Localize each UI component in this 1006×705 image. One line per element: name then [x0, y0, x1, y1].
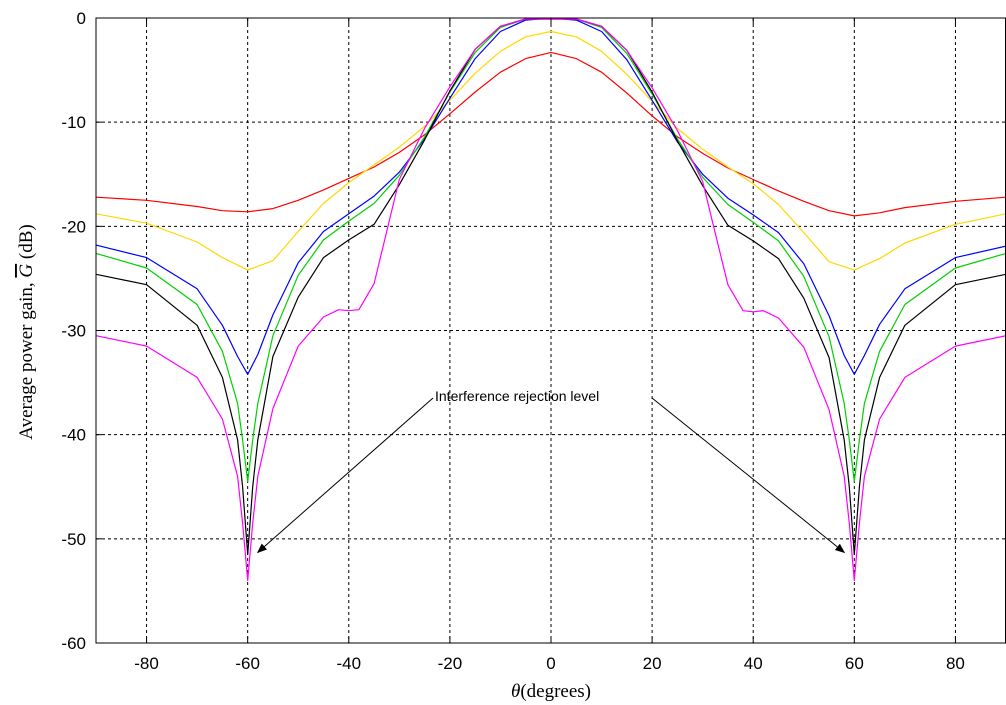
- y-tick-label: -50: [61, 530, 86, 549]
- x-axis-symbol: θ: [511, 681, 520, 702]
- x-tick-label: 40: [744, 654, 763, 673]
- annotation-arrow: [256, 397, 434, 554]
- x-tick-label: 80: [946, 654, 965, 673]
- x-tick-label: 0: [546, 654, 555, 673]
- series-line: [95, 18, 1006, 483]
- x-axis-unit: (degrees): [520, 681, 591, 702]
- y-tick-label: -10: [61, 113, 86, 132]
- y-axis-symbol: G: [16, 264, 37, 278]
- y-axis-prefix: Average power gain,: [16, 278, 37, 440]
- annotation: Interference rejection level: [256, 388, 846, 554]
- x-tick-label: -20: [438, 654, 463, 673]
- tick-labels: -80 -60 -40 -20 0 20 40 60 80 0 -10 -20 -30 -40 -50 -60: [61, 9, 964, 673]
- x-tick-label: 60: [845, 654, 864, 673]
- y-tick-label: -60: [61, 634, 86, 653]
- x-tick-label: -80: [134, 654, 159, 673]
- x-tick-label: -40: [336, 654, 361, 673]
- x-tick-label: 20: [643, 654, 662, 673]
- y-axis-label: Average power gain, G (dB): [16, 224, 37, 439]
- series-line: [95, 30, 1006, 271]
- y-axis-unit: (dB): [16, 224, 37, 264]
- grid: [96, 17, 1006, 644]
- y-tick-label: 0: [77, 9, 86, 28]
- x-axis-label: θ(degrees): [511, 681, 591, 702]
- y-tick-label: -30: [61, 322, 86, 341]
- annotation-arrow: [651, 397, 846, 554]
- y-tick-label: -40: [61, 426, 86, 445]
- annotation-label: Interference rejection level: [435, 388, 599, 404]
- series-line: [95, 51, 1006, 217]
- x-tick-label: -60: [235, 654, 260, 673]
- y-tick-label: -20: [61, 217, 86, 236]
